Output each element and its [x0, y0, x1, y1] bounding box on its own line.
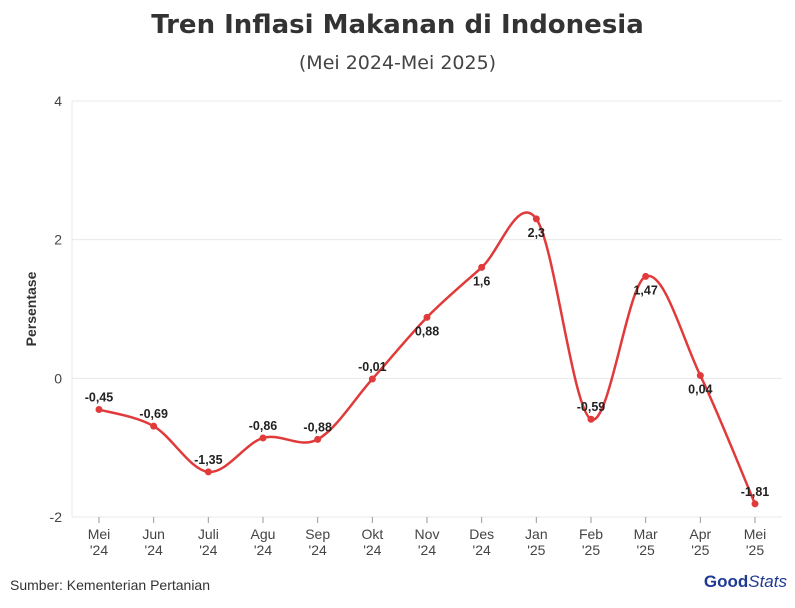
x-tick-year: '25 [691, 542, 709, 558]
data-point [478, 263, 486, 271]
data-label: -1,81 [741, 485, 770, 499]
data-labels: -0,45 -0,69 -1,35 -0,86 -0,88 -0,01 0,88 1,6 2,3… [85, 226, 770, 499]
data-label: 1,6 [473, 274, 490, 288]
x-tick-year: '24 [254, 542, 272, 558]
series-line [98, 211, 757, 505]
x-tick-label: Okt [361, 526, 383, 542]
x-tick-label: Apr [689, 526, 711, 542]
data-label: 0,88 [415, 324, 439, 338]
x-tick-label: Juli [198, 526, 219, 542]
data-label: 2,3 [528, 226, 545, 240]
data-point [532, 215, 540, 223]
data-label: -1,35 [194, 453, 223, 467]
x-tick-label: Feb [579, 526, 603, 542]
data-label: -0,59 [577, 400, 606, 414]
grid-lines [71, 100, 782, 518]
y-tick-label: 4 [54, 93, 62, 109]
x-tick-year: '24 [309, 542, 327, 558]
x-tick-year: '24 [473, 542, 491, 558]
source-note: Sumber: Kementerian Pertanian [10, 577, 210, 593]
data-point [696, 372, 704, 380]
chart-title: Tren Inflasi Makanan di Indonesia [151, 10, 644, 40]
y-tick-label: 2 [54, 232, 62, 248]
x-tick-label: Nov [415, 526, 440, 542]
data-point [259, 434, 267, 442]
data-label: 1,47 [633, 283, 657, 297]
x-tick-label: Jan [525, 526, 548, 542]
data-point [204, 468, 212, 476]
x-tick-label: Jun [142, 526, 165, 542]
x-tick-label: Sep [305, 526, 330, 542]
data-points [95, 215, 759, 508]
y-tick-label: 0 [54, 370, 62, 386]
data-point [150, 422, 158, 430]
y-axis-label: Persentase [23, 271, 39, 346]
x-tick-year: '25 [582, 542, 600, 558]
x-tick-year: '25 [746, 542, 764, 558]
x-tick-label: Mar [634, 526, 658, 542]
data-label: 0,04 [688, 383, 712, 397]
data-label: -0,01 [358, 360, 387, 374]
x-tick-year: '25 [637, 542, 655, 558]
data-point [314, 435, 322, 443]
x-tick-year: '24 [363, 542, 381, 558]
data-point [368, 375, 376, 383]
goodstats-logo: GoodStats [703, 572, 787, 591]
x-tick-label: Agu [251, 526, 276, 542]
x-axis-ticks: Mei'24Jun'24Juli'24Agu'24Sep'24Okt'24Nov… [88, 517, 767, 558]
x-tick-year: '24 [90, 542, 108, 558]
data-label: -0,86 [249, 419, 278, 433]
x-tick-label: Mei [88, 526, 111, 542]
data-point [95, 406, 103, 414]
data-label: -0,45 [85, 391, 114, 405]
x-tick-year: '24 [199, 542, 217, 558]
data-point [751, 500, 759, 508]
y-tick-label: -2 [50, 509, 63, 525]
x-tick-year: '24 [145, 542, 163, 558]
data-point [423, 313, 431, 321]
x-tick-label: Mei [744, 526, 767, 542]
y-axis-ticks: 4 2 0 -2 [50, 93, 63, 525]
x-tick-label: Des [469, 526, 494, 542]
data-label: -0,69 [139, 407, 168, 421]
data-label: -0,88 [303, 420, 332, 434]
data-point [642, 272, 650, 280]
x-tick-year: '25 [527, 542, 545, 558]
chart-subtitle: (Mei 2024-Mei 2025) [298, 52, 497, 74]
data-point [587, 415, 595, 423]
x-tick-year: '24 [418, 542, 436, 558]
